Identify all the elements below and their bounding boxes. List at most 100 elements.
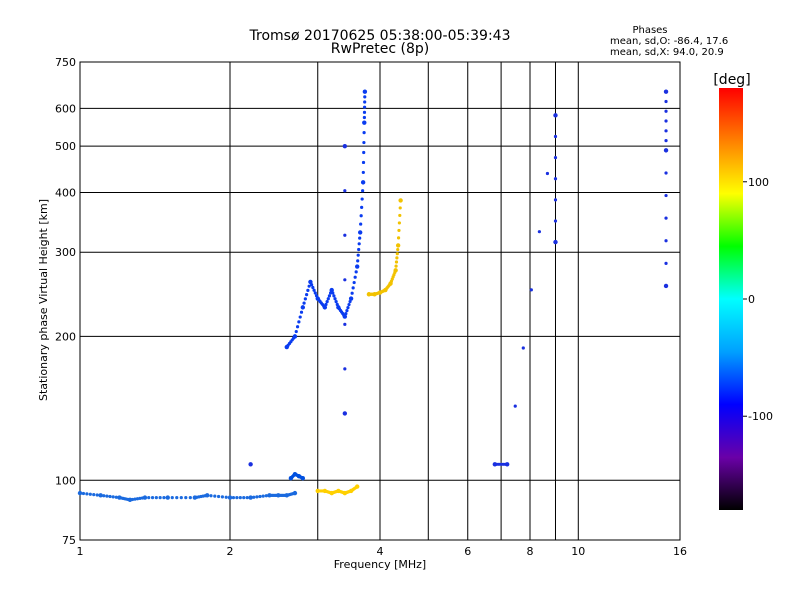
data-point [342,314,348,319]
y-axis-label: Stationary phase Virtual Height [km] [37,199,50,401]
data-point [81,491,86,496]
y-tick-label: 500 [55,140,76,153]
colorbar-label: [deg] [713,72,750,88]
data-point [227,495,233,500]
series-isolated-echoes [248,89,669,467]
data-point [303,297,307,301]
data-point [329,287,334,293]
data-point [356,253,360,257]
data-point [342,143,348,149]
data-point [354,270,358,274]
phase-o-line: mean, sd,O: -86.4, 17.6 [610,36,728,47]
data-point [396,236,401,240]
data-point [664,99,668,104]
data-point [553,239,558,245]
data-point [664,171,668,175]
data-point [360,205,364,209]
data-point [664,129,668,133]
data-point [175,495,179,500]
data-point [334,300,338,304]
data-point [209,494,213,498]
data-point [396,247,400,252]
data-point [395,243,401,248]
data-point [553,219,558,223]
data-point [360,197,364,201]
data-point [88,492,92,496]
data-point [354,484,360,489]
x-tick-label: 16 [673,545,687,558]
data-point [310,283,314,287]
x-axis-ticks: 1 2 4 6 8 10 16 [77,545,688,558]
data-point [521,346,525,350]
data-point [242,495,246,500]
data-point [360,180,366,185]
data-point [327,294,332,298]
data-point [213,494,217,498]
data-point [545,171,550,176]
phase-heading: Phases [632,25,667,36]
data-point [133,497,137,501]
data-point [312,288,316,292]
data-point [245,495,249,500]
data-point [108,494,112,499]
data-point [363,95,367,99]
data-point [322,305,328,310]
data-point [362,110,367,114]
data-point [343,233,347,237]
data-point [158,495,162,500]
data-point [248,462,253,467]
data-point [111,495,115,499]
data-point [353,275,357,279]
data-point [362,130,366,135]
data-point [264,494,268,498]
grid-lines [80,62,680,540]
data-point [313,291,317,295]
data-point [98,493,103,498]
data-point [362,150,366,155]
y-tick-label: 600 [55,102,76,115]
data-point [553,198,558,202]
data-point [358,236,362,240]
x-tick-label: 4 [377,545,384,558]
data-point [300,305,306,310]
data-point [142,495,148,500]
data-point [362,120,367,125]
data-point [92,493,96,497]
data-point [362,89,368,94]
data-point [361,160,366,165]
x-tick-label: 10 [571,545,585,558]
series-f-layer-x-mode [366,198,403,297]
data-point [361,189,365,193]
phase-x-line: mean, sd,X: 94.0, 20.9 [610,47,724,58]
data-point [664,109,668,113]
data-point [292,334,298,339]
data-point [357,247,361,252]
data-point [350,291,354,295]
data-point [362,105,367,109]
data-point [345,308,349,313]
data-point [504,462,510,467]
data-point [258,494,262,499]
data-point [295,325,300,329]
data-point [664,261,668,265]
data-point [311,285,315,290]
data-point [216,494,221,499]
data-point [343,189,347,193]
data-point [162,495,166,500]
data-point [231,495,236,500]
data-point [553,177,558,181]
y-tick-label: 750 [55,56,76,69]
x-tick-label: 2 [227,545,234,558]
data-point [351,286,355,290]
data-point [553,156,558,160]
data-point [398,198,403,203]
data-point [348,296,354,301]
data-point [114,495,118,499]
data-point [513,404,517,408]
data-point [664,216,668,220]
data-point [165,495,170,500]
y-tick-label: 300 [55,246,76,259]
data-point [306,288,310,293]
data-point [302,301,306,305]
